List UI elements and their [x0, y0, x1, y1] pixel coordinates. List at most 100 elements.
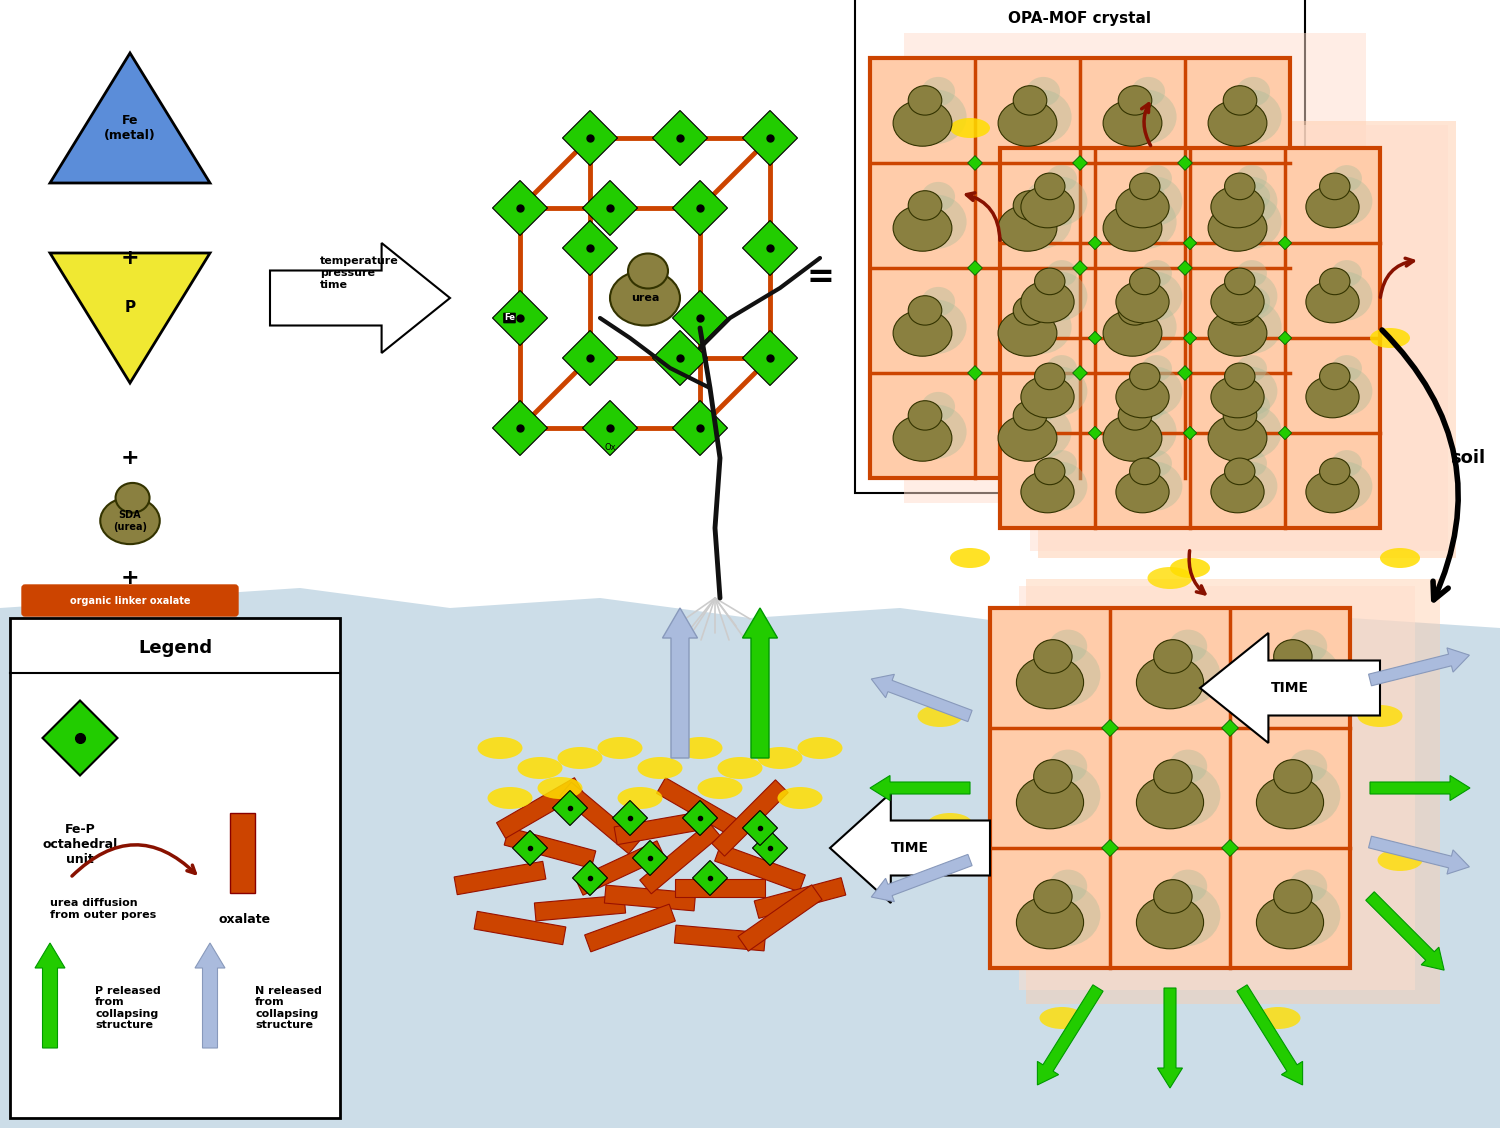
Ellipse shape — [1149, 764, 1221, 827]
Ellipse shape — [1008, 405, 1071, 459]
Ellipse shape — [1131, 182, 1166, 211]
Ellipse shape — [1116, 472, 1168, 513]
Text: OPA-MOF crystal: OPA-MOF crystal — [1008, 10, 1152, 26]
Ellipse shape — [1256, 1007, 1300, 1029]
Text: TIME: TIME — [1270, 681, 1310, 695]
FancyArrow shape — [195, 943, 225, 1048]
Ellipse shape — [1118, 296, 1152, 325]
Ellipse shape — [1224, 363, 1256, 389]
Ellipse shape — [1222, 296, 1257, 325]
Ellipse shape — [1102, 100, 1162, 147]
Ellipse shape — [1208, 415, 1268, 461]
Ellipse shape — [1316, 461, 1372, 511]
Polygon shape — [582, 180, 638, 236]
Ellipse shape — [1358, 705, 1402, 728]
Ellipse shape — [1047, 165, 1077, 192]
Ellipse shape — [1137, 656, 1203, 708]
Ellipse shape — [1170, 558, 1210, 578]
Ellipse shape — [488, 787, 532, 809]
Ellipse shape — [1013, 86, 1047, 115]
Ellipse shape — [1236, 77, 1270, 106]
Polygon shape — [1178, 365, 1192, 380]
Bar — [614, 811, 706, 845]
Polygon shape — [1221, 839, 1239, 856]
Ellipse shape — [558, 747, 603, 769]
Ellipse shape — [998, 310, 1058, 356]
Ellipse shape — [628, 254, 668, 289]
Ellipse shape — [892, 310, 952, 356]
Polygon shape — [1178, 156, 1192, 170]
Ellipse shape — [798, 737, 843, 759]
Text: P released
from
collapsing
structure: P released from collapsing structure — [94, 986, 160, 1030]
FancyBboxPatch shape — [22, 585, 239, 616]
Ellipse shape — [1102, 205, 1162, 252]
Ellipse shape — [1137, 776, 1203, 829]
Text: Legend: Legend — [138, 638, 212, 656]
Ellipse shape — [100, 497, 159, 544]
Ellipse shape — [1320, 458, 1350, 485]
Ellipse shape — [1047, 450, 1077, 477]
Ellipse shape — [1221, 461, 1278, 511]
Polygon shape — [672, 291, 728, 345]
FancyArrow shape — [1370, 776, 1470, 801]
Polygon shape — [562, 220, 618, 275]
Ellipse shape — [1218, 300, 1281, 354]
Ellipse shape — [1210, 472, 1264, 513]
Ellipse shape — [1288, 629, 1328, 663]
Ellipse shape — [597, 737, 642, 759]
Ellipse shape — [1221, 176, 1278, 226]
Polygon shape — [513, 830, 548, 865]
Ellipse shape — [1047, 355, 1077, 381]
Ellipse shape — [1131, 287, 1166, 316]
Polygon shape — [552, 791, 588, 826]
FancyArrow shape — [1038, 985, 1102, 1085]
Ellipse shape — [537, 777, 582, 799]
Ellipse shape — [1030, 367, 1088, 416]
Polygon shape — [742, 220, 798, 275]
Ellipse shape — [921, 287, 956, 316]
Polygon shape — [42, 700, 117, 776]
Ellipse shape — [950, 548, 990, 569]
Ellipse shape — [1236, 391, 1270, 421]
Polygon shape — [672, 400, 728, 456]
Ellipse shape — [1047, 261, 1077, 287]
Polygon shape — [492, 400, 548, 456]
Polygon shape — [1184, 237, 1197, 249]
Ellipse shape — [998, 100, 1058, 147]
Ellipse shape — [1257, 896, 1323, 949]
Ellipse shape — [1029, 884, 1101, 946]
Ellipse shape — [1125, 461, 1182, 511]
Ellipse shape — [1380, 548, 1420, 569]
Ellipse shape — [678, 737, 723, 759]
Ellipse shape — [1168, 750, 1208, 783]
Polygon shape — [492, 180, 548, 236]
Polygon shape — [492, 291, 548, 345]
Text: N released
from
collapsing
structure: N released from collapsing structure — [255, 986, 322, 1030]
Ellipse shape — [903, 89, 966, 144]
Ellipse shape — [1017, 896, 1083, 949]
Ellipse shape — [1131, 391, 1166, 421]
Ellipse shape — [1154, 759, 1192, 793]
Bar — [585, 905, 675, 952]
Ellipse shape — [1026, 287, 1060, 316]
Polygon shape — [1089, 426, 1101, 440]
Ellipse shape — [1125, 176, 1182, 226]
Ellipse shape — [1034, 880, 1072, 914]
Ellipse shape — [1224, 458, 1256, 485]
Bar — [639, 822, 720, 893]
Bar — [1038, 122, 1456, 558]
Ellipse shape — [1269, 884, 1341, 946]
Ellipse shape — [1236, 355, 1268, 381]
FancyArrow shape — [742, 608, 777, 758]
Ellipse shape — [1236, 450, 1268, 477]
Text: organic linker oxalate: organic linker oxalate — [69, 596, 190, 606]
Bar — [675, 879, 765, 897]
Ellipse shape — [1035, 458, 1065, 485]
Ellipse shape — [918, 705, 963, 728]
Polygon shape — [562, 111, 618, 166]
Text: Ox: Ox — [604, 443, 616, 452]
Polygon shape — [1178, 261, 1192, 275]
Polygon shape — [968, 365, 982, 380]
Ellipse shape — [1029, 764, 1101, 827]
Bar — [1026, 579, 1440, 1004]
